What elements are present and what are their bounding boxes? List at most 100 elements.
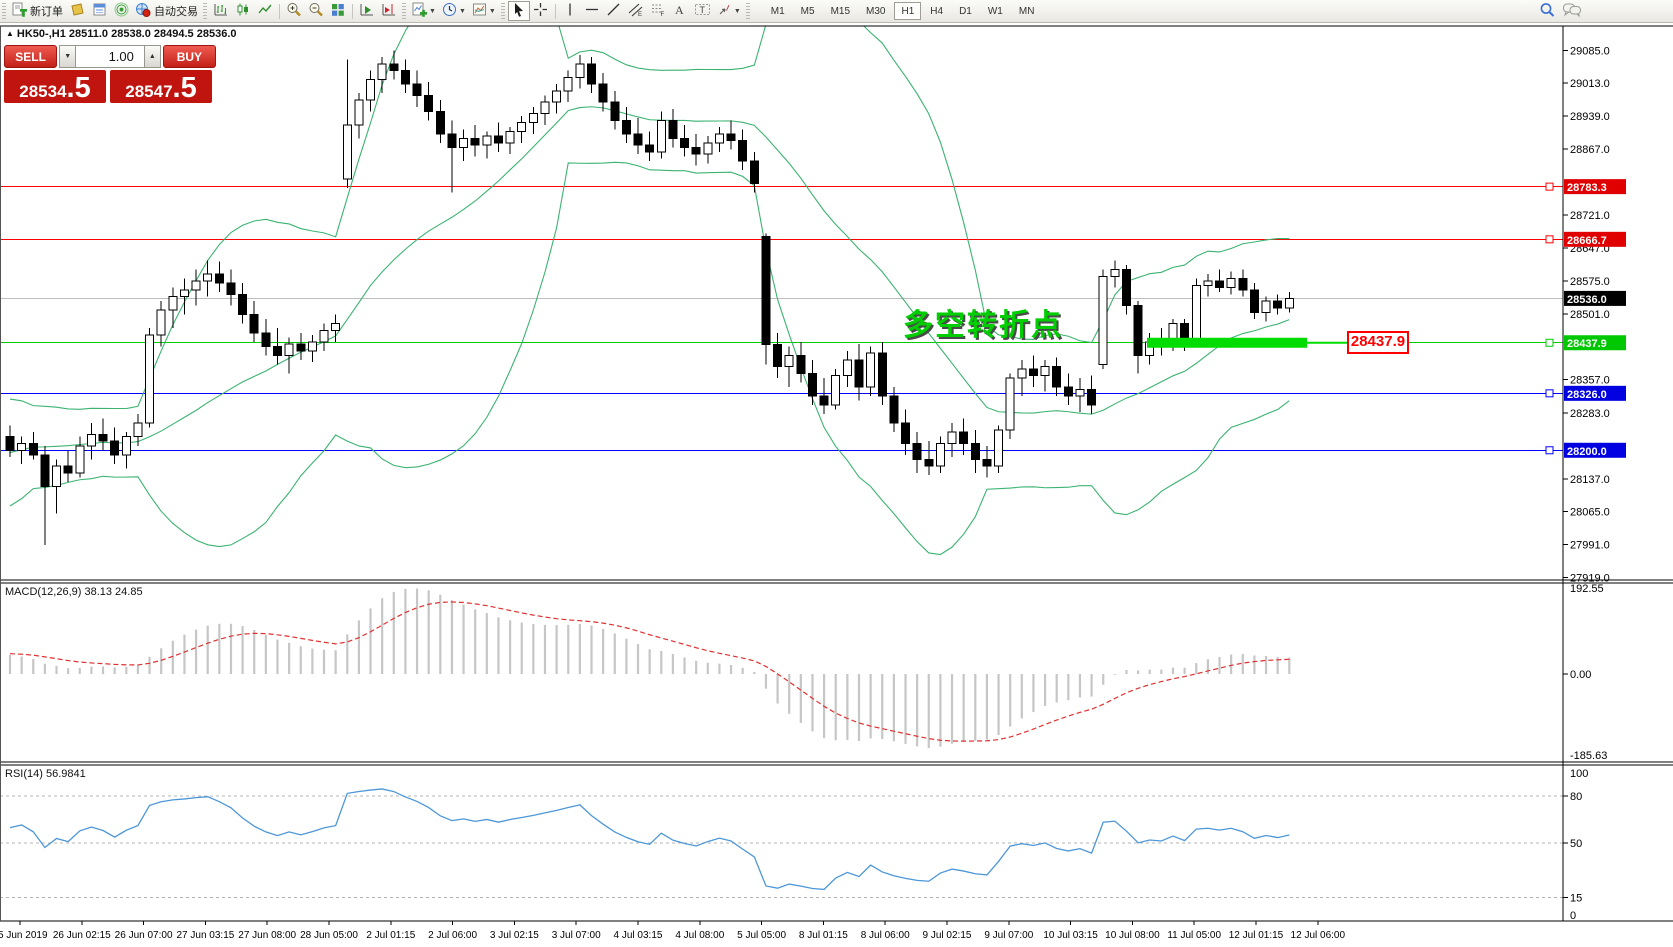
- highlight-zone-bar[interactable]: [1147, 337, 1307, 348]
- vertical-line-button[interactable]: [559, 1, 581, 21]
- candle-body: [831, 375, 841, 406]
- timeframe-MN[interactable]: MN: [1012, 2, 1042, 20]
- new-order-button[interactable]: 新订单: [9, 1, 66, 21]
- periods-button[interactable]: ▼: [439, 1, 469, 21]
- timeframe-D1[interactable]: D1: [952, 2, 979, 20]
- candle-body: [191, 280, 201, 291]
- volume-decrease-button[interactable]: ▼: [59, 45, 77, 68]
- toolbar-separator: [352, 3, 353, 19]
- svg-text:F: F: [660, 12, 664, 17]
- search-button[interactable]: [1536, 1, 1559, 21]
- templates-button[interactable]: ▼: [469, 1, 499, 21]
- line-chart-button[interactable]: [254, 1, 276, 21]
- toolbar-grip[interactable]: [203, 3, 207, 19]
- navigator-button[interactable]: [88, 1, 110, 21]
- candle-body: [342, 124, 352, 180]
- marked-price-label: 28326.0: [1567, 389, 1607, 401]
- candle-body: [261, 332, 271, 347]
- candlestick-chart-button[interactable]: [232, 1, 254, 21]
- chat-button[interactable]: [1559, 1, 1585, 21]
- zoom-in-button[interactable]: [283, 1, 305, 21]
- toolbar-grip[interactable]: [2, 3, 6, 19]
- candle-body: [1040, 366, 1050, 377]
- candle-body: [528, 113, 538, 124]
- trendline-icon: [606, 2, 621, 20]
- collapse-one-click-icon[interactable]: ▲: [6, 29, 14, 38]
- crosshair-button[interactable]: [530, 1, 552, 21]
- candle-body: [272, 345, 282, 356]
- level-handle[interactable]: [1545, 389, 1554, 398]
- level-handle[interactable]: [1545, 235, 1554, 244]
- candle-body: [598, 83, 608, 103]
- candle-body: [1191, 284, 1201, 343]
- rsi-panel[interactable]: [0, 788, 1563, 899]
- candle-body: [1121, 268, 1131, 307]
- macd-axis-label: 192.55: [1570, 583, 1604, 595]
- toolbar-grip[interactable]: [402, 3, 406, 19]
- tile-windows-button[interactable]: [327, 1, 349, 21]
- candle-body: [1215, 280, 1225, 289]
- equidistant-channel-button[interactable]: E: [625, 1, 647, 21]
- level-handle[interactable]: [1545, 446, 1554, 455]
- price-axis[interactable]: 29085.029013.028939.028867.028721.028647…: [1563, 45, 1626, 922]
- candle-body: [796, 354, 806, 374]
- new-chart-button[interactable]: ▼: [409, 1, 439, 21]
- sell-button[interactable]: SELL: [4, 45, 58, 68]
- timeframe-H1[interactable]: H1: [894, 2, 922, 20]
- candle-body: [877, 352, 887, 397]
- volume-input[interactable]: 1.00: [76, 45, 144, 68]
- toolbar-separator: [279, 3, 280, 19]
- spinner-up-icon: ▲: [148, 53, 156, 60]
- timeframe-M1[interactable]: M1: [764, 2, 792, 20]
- marked-price-label-bg: [1564, 385, 1626, 401]
- zoom-out-button[interactable]: [305, 1, 327, 21]
- bollinger-middle-band: [9, 106, 1290, 454]
- chart-profiles-button[interactable]: [66, 1, 88, 21]
- tile-windows-icon: [330, 2, 346, 20]
- timeframe-W1[interactable]: W1: [981, 2, 1010, 20]
- auto-scroll-button[interactable]: [356, 1, 378, 21]
- autotrading-button[interactable]: 自动交易: [132, 1, 201, 21]
- buy-button[interactable]: BUY: [162, 45, 216, 68]
- text-button[interactable]: A: [669, 1, 691, 21]
- chart-annotation-text[interactable]: 多空转折点: [903, 309, 1063, 342]
- time-tick-label: 12 Jul 01:15: [1229, 930, 1284, 941]
- text-label-button[interactable]: T: [691, 1, 714, 21]
- toolbar-grip[interactable]: [745, 3, 750, 19]
- volume-increase-button[interactable]: ▲: [143, 45, 161, 68]
- main-chart-panel[interactable]: [0, 0, 1563, 556]
- signals-button[interactable]: [110, 1, 132, 21]
- bar-chart-button[interactable]: [210, 1, 232, 21]
- timeframe-M30[interactable]: M30: [859, 2, 892, 20]
- crosshair-icon: [533, 2, 548, 20]
- time-tick-label: 26 Jun 02:15: [53, 930, 111, 941]
- macd-indicator-label: MACD(12,26,9) 38.13 24.85: [5, 586, 143, 598]
- cursor-icon: [512, 2, 526, 20]
- candle-body: [982, 458, 992, 467]
- macd-panel[interactable]: [8, 588, 1291, 749]
- fibonacci-button[interactable]: F: [647, 1, 669, 21]
- timeframe-M5[interactable]: M5: [794, 2, 822, 20]
- timeframe-H4[interactable]: H4: [923, 2, 950, 20]
- vertical-line-icon: [564, 2, 576, 20]
- level-price-tag[interactable]: 28437.9: [1347, 331, 1409, 354]
- chart-shift-button[interactable]: [378, 1, 400, 21]
- arrows-button[interactable]: ▼: [714, 1, 744, 21]
- buy-price-display[interactable]: 28547.5: [110, 70, 212, 103]
- cursor-button[interactable]: [507, 1, 530, 21]
- timeframe-M15[interactable]: M15: [824, 2, 857, 20]
- time-tick-label: 5 Jul 05:00: [737, 930, 786, 941]
- level-handle[interactable]: [1545, 338, 1554, 347]
- candle-body: [435, 110, 445, 135]
- marked-price-label: 28783.3: [1567, 182, 1607, 194]
- trendline-button[interactable]: [603, 1, 625, 21]
- text-icon: A: [673, 2, 686, 20]
- price-tick-label: 28575.0: [1570, 276, 1610, 288]
- level-handle[interactable]: [1545, 182, 1554, 191]
- sell-price-display[interactable]: 28534.5: [4, 70, 106, 103]
- toolbar-grip[interactable]: [500, 3, 505, 19]
- horizontal-line-button[interactable]: [581, 1, 603, 21]
- candle-body: [563, 76, 573, 92]
